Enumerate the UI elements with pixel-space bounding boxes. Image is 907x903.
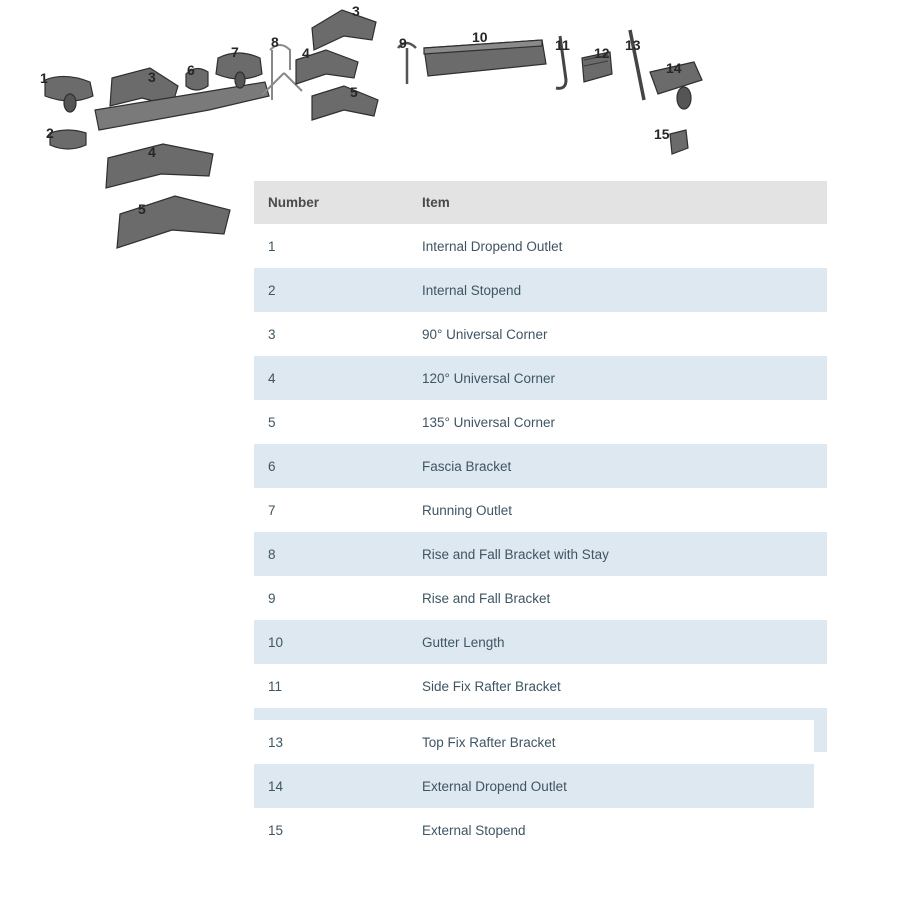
diagram-label: 10: [472, 29, 488, 45]
cell-item: 135° Universal Corner: [408, 400, 827, 444]
diagram-label: 2: [46, 125, 54, 141]
table-row: 15External Stopend: [254, 808, 814, 852]
cell-item: Rise and Fall Bracket: [408, 576, 827, 620]
cell-number: 8: [254, 532, 408, 576]
col-header-number: Number: [254, 181, 408, 224]
part-10: [424, 40, 546, 76]
cell-item: Internal Dropend Outlet: [408, 224, 827, 268]
cell-item: External Stopend: [408, 808, 814, 852]
part-5b: [312, 86, 378, 120]
diagram-label: 7: [231, 44, 239, 60]
cell-item: Rise and Fall Bracket with Stay: [408, 532, 827, 576]
diagram-label: 15: [654, 126, 670, 142]
cell-item: Fascia Bracket: [408, 444, 827, 488]
cell-item: Side Fix Rafter Bracket: [408, 664, 827, 708]
table-row: 6Fascia Bracket: [254, 444, 827, 488]
table-row: 14External Dropend Outlet: [254, 764, 814, 808]
cell-number: 3: [254, 312, 408, 356]
diagram-label: 5: [138, 201, 146, 217]
cell-number: 14: [254, 764, 408, 808]
table-row: 390° Universal Corner: [254, 312, 827, 356]
parts-table-short-wrap: 13Top Fix Rafter Bracket14External Drope…: [254, 720, 814, 852]
part-2: [50, 130, 86, 149]
diagram-label: 5: [350, 84, 358, 100]
diagram-label: 9: [399, 35, 407, 51]
table-header-row: Number Item: [254, 181, 827, 224]
cell-item: Internal Stopend: [408, 268, 827, 312]
diagram-label: 6: [187, 62, 195, 78]
cell-number: 6: [254, 444, 408, 488]
cell-number: 15: [254, 808, 408, 852]
table-row: 11Side Fix Rafter Bracket: [254, 664, 827, 708]
diagram-label: 1: [40, 70, 48, 86]
table-row: 10Gutter Length: [254, 620, 827, 664]
cell-item: 120° Universal Corner: [408, 356, 827, 400]
cell-item: Top Fix Rafter Bracket: [408, 720, 814, 764]
cell-item: Gutter Length: [408, 620, 827, 664]
diagram-label: 11: [555, 37, 570, 53]
cell-number: 9: [254, 576, 408, 620]
part-7: [216, 53, 262, 88]
cell-number: 7: [254, 488, 408, 532]
part-3b: [312, 10, 376, 50]
table-row: 1Internal Dropend Outlet: [254, 224, 827, 268]
table-row: 9Rise and Fall Bracket: [254, 576, 827, 620]
diagram-label: 14: [666, 60, 682, 76]
table-row: 4120° Universal Corner: [254, 356, 827, 400]
cell-number: 1: [254, 224, 408, 268]
cell-number: 4: [254, 356, 408, 400]
diagram-label: 3: [148, 69, 156, 85]
cell-number: 13: [254, 720, 408, 764]
diagram-label: 8: [271, 34, 279, 50]
table-row: 2Internal Stopend: [254, 268, 827, 312]
part-15: [670, 130, 688, 154]
parts-table-short: 13Top Fix Rafter Bracket14External Drope…: [254, 720, 814, 852]
cell-number: 10: [254, 620, 408, 664]
parts-table-wrap: Number Item 1Internal Dropend Outlet2Int…: [254, 181, 827, 752]
diagram-label: 12: [594, 45, 610, 61]
table-row: 5135° Universal Corner: [254, 400, 827, 444]
cell-number: 5: [254, 400, 408, 444]
cell-item: 90° Universal Corner: [408, 312, 827, 356]
table-row: 13Top Fix Rafter Bracket: [254, 720, 814, 764]
col-header-item: Item: [408, 181, 827, 224]
table-row: 8Rise and Fall Bracket with Stay: [254, 532, 827, 576]
table-row: 7Running Outlet: [254, 488, 827, 532]
diagram-label: 13: [625, 37, 641, 53]
diagram-label: 4: [302, 45, 310, 61]
parts-table: Number Item 1Internal Dropend Outlet2Int…: [254, 181, 827, 752]
cell-item: Running Outlet: [408, 488, 827, 532]
part-5a: [117, 196, 230, 248]
diagram-label: 4: [148, 144, 156, 160]
cell-number: 11: [254, 664, 408, 708]
part-4a: [106, 144, 213, 188]
cell-item: External Dropend Outlet: [408, 764, 814, 808]
diagram-label: 3: [352, 3, 360, 19]
part-1: [45, 76, 93, 112]
cell-number: 2: [254, 268, 408, 312]
